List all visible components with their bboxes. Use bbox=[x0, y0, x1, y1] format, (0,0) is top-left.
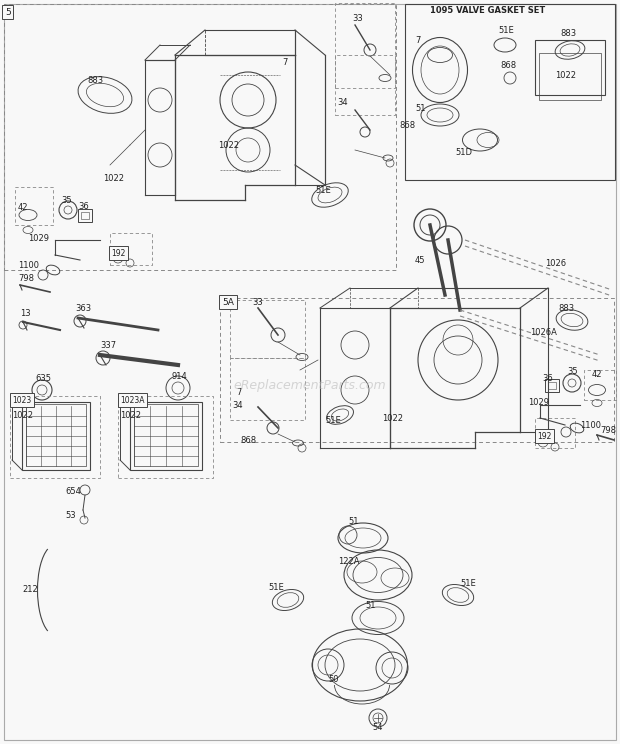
Bar bbox=[81, 212, 89, 219]
Bar bbox=[230, 300, 305, 358]
Text: 635: 635 bbox=[35, 373, 51, 382]
Text: 51E: 51E bbox=[460, 579, 476, 588]
Text: 798: 798 bbox=[600, 426, 616, 434]
Text: 1023A: 1023A bbox=[120, 396, 144, 405]
Text: 1100: 1100 bbox=[580, 420, 601, 429]
Text: 42: 42 bbox=[18, 202, 29, 211]
Text: 1022: 1022 bbox=[12, 411, 33, 420]
Text: 33: 33 bbox=[252, 298, 263, 307]
Text: 36: 36 bbox=[542, 373, 553, 382]
Text: 51E: 51E bbox=[325, 415, 341, 425]
Text: 5A: 5A bbox=[222, 298, 234, 307]
Bar bbox=[78, 209, 92, 222]
Bar bbox=[545, 379, 559, 392]
Text: 1022: 1022 bbox=[382, 414, 403, 423]
Bar bbox=[539, 53, 601, 100]
Bar bbox=[230, 358, 305, 420]
Text: 883: 883 bbox=[560, 28, 576, 37]
Text: 51: 51 bbox=[415, 103, 425, 112]
Text: 192: 192 bbox=[537, 432, 551, 440]
Text: 1095 VALVE GASKET SET: 1095 VALVE GASKET SET bbox=[430, 5, 545, 14]
Text: 51D: 51D bbox=[455, 147, 472, 156]
Text: 122A: 122A bbox=[338, 557, 360, 566]
Text: 212: 212 bbox=[22, 586, 38, 594]
Bar bbox=[22, 402, 90, 470]
Text: 50: 50 bbox=[328, 676, 339, 684]
Text: 1022: 1022 bbox=[218, 141, 239, 150]
Text: 51E: 51E bbox=[268, 583, 284, 591]
Text: 1022: 1022 bbox=[103, 173, 124, 182]
Text: 868: 868 bbox=[240, 435, 256, 444]
Text: eReplacementParts.com: eReplacementParts.com bbox=[234, 379, 386, 391]
Text: 35: 35 bbox=[567, 367, 578, 376]
Bar bbox=[535, 418, 575, 448]
Text: 34: 34 bbox=[337, 97, 348, 106]
Bar bbox=[4, 4, 396, 270]
Text: 1029: 1029 bbox=[528, 397, 549, 406]
Text: 1029: 1029 bbox=[28, 234, 49, 243]
Text: 54: 54 bbox=[372, 723, 383, 733]
Bar bbox=[134, 404, 198, 466]
Bar bbox=[584, 370, 616, 400]
Text: 192: 192 bbox=[111, 248, 125, 257]
Text: 883: 883 bbox=[558, 304, 574, 312]
Bar bbox=[130, 402, 202, 470]
Text: 51: 51 bbox=[365, 600, 376, 609]
Text: 1023: 1023 bbox=[12, 396, 31, 405]
Text: 868: 868 bbox=[500, 60, 516, 69]
Text: 51E: 51E bbox=[498, 25, 514, 34]
Text: 13: 13 bbox=[20, 309, 30, 318]
Bar bbox=[535, 40, 605, 95]
Text: 36: 36 bbox=[78, 202, 89, 211]
Text: 35: 35 bbox=[61, 196, 72, 205]
Text: 5: 5 bbox=[5, 7, 11, 16]
Text: 51E: 51E bbox=[315, 185, 330, 194]
Bar bbox=[110, 233, 152, 265]
Text: 1100: 1100 bbox=[18, 260, 39, 269]
Bar bbox=[26, 404, 86, 466]
Text: 33: 33 bbox=[352, 13, 363, 22]
Bar bbox=[548, 382, 556, 389]
Text: 1022: 1022 bbox=[555, 71, 576, 80]
Bar bbox=[335, 3, 395, 88]
Text: 45: 45 bbox=[415, 255, 425, 265]
Bar bbox=[10, 396, 100, 478]
Text: 7: 7 bbox=[415, 36, 420, 45]
Text: 654: 654 bbox=[65, 487, 81, 496]
Text: 337: 337 bbox=[100, 341, 116, 350]
Text: 7: 7 bbox=[282, 57, 288, 66]
Text: 53: 53 bbox=[65, 510, 76, 519]
Text: 42: 42 bbox=[592, 370, 603, 379]
Bar bbox=[405, 4, 615, 180]
Text: 1026A: 1026A bbox=[530, 327, 557, 336]
Text: 798: 798 bbox=[18, 274, 34, 283]
Text: 868: 868 bbox=[399, 121, 415, 129]
Text: 363: 363 bbox=[75, 304, 91, 312]
Bar bbox=[335, 55, 395, 115]
Text: 914: 914 bbox=[172, 371, 188, 380]
Text: 883: 883 bbox=[87, 75, 103, 85]
Bar bbox=[220, 298, 614, 442]
Bar bbox=[118, 396, 213, 478]
Text: 34: 34 bbox=[232, 400, 242, 409]
Text: 7: 7 bbox=[236, 388, 241, 397]
Text: 1022: 1022 bbox=[120, 411, 141, 420]
Text: 51: 51 bbox=[348, 518, 358, 527]
Bar bbox=[15, 187, 53, 225]
Text: 1026: 1026 bbox=[545, 258, 566, 268]
